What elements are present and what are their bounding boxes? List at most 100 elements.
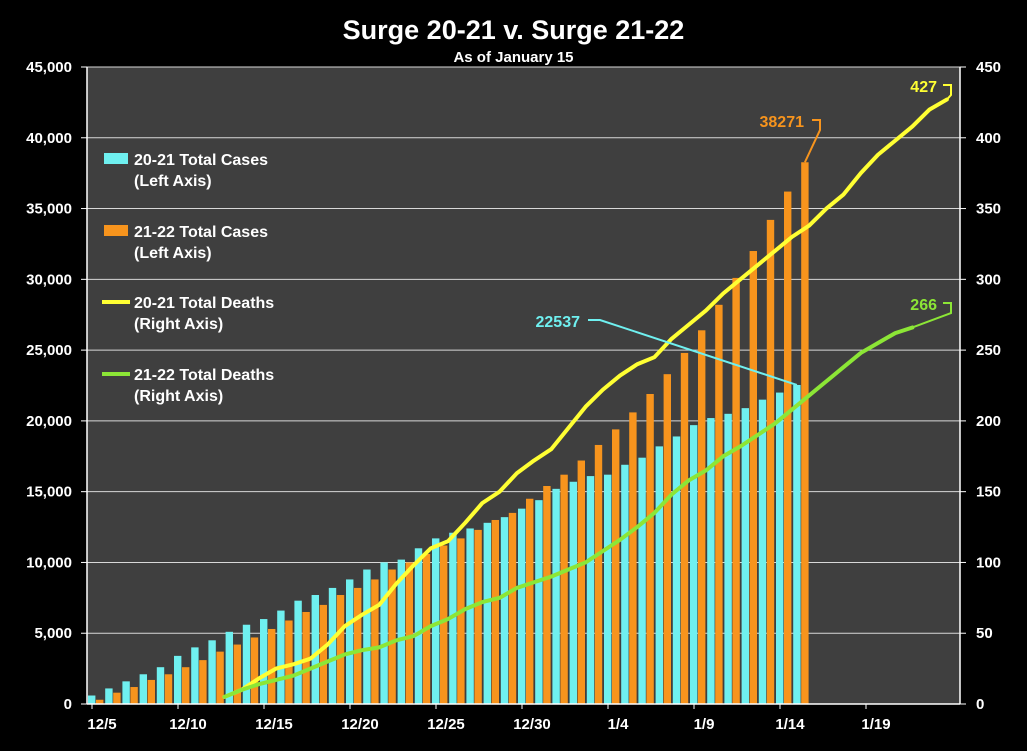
right-axis-tick-label: 100	[976, 554, 1001, 571]
right-axis-tick-label: 50	[976, 625, 993, 642]
bar-cases-21-22	[164, 674, 173, 704]
bar-cases-20-21	[156, 667, 165, 704]
bar-cases-20-21	[655, 446, 663, 704]
legend-swatch	[104, 225, 128, 236]
x-axis-tick-label: 1/9	[694, 716, 715, 733]
left-axis-tick-label: 20,000	[26, 413, 72, 430]
annotation-label: 266	[910, 297, 937, 314]
bar-cases-20-21	[191, 647, 199, 704]
annotation-leader	[588, 319, 798, 386]
bar-cases-21-22	[543, 486, 551, 704]
bar-cases-21-22	[698, 330, 706, 704]
bar-cases-20-21	[294, 600, 302, 704]
annotations-group: 38271 22537 427 266	[536, 79, 952, 386]
bar-cases-20-21	[552, 488, 560, 704]
series-line-deaths-21-22	[222, 325, 915, 699]
bar-cases-21-22	[96, 699, 104, 704]
left-axis-tick-label: 35,000	[26, 201, 72, 218]
legend-label: 21-22 Total Cases	[134, 224, 268, 241]
right-axis-tick-label: 300	[976, 271, 1001, 288]
x-axis-tick-label: 12/5	[87, 716, 116, 733]
bar-cases-21-22	[440, 545, 448, 704]
bar-cases-21-22	[336, 595, 345, 704]
bar-cases-20-21	[105, 688, 113, 704]
annotation-leader	[912, 302, 952, 329]
left-axis-tick-label: 30,000	[26, 271, 72, 288]
left-axis-tick-label: 25,000	[26, 342, 72, 359]
series-line-deaths-20-21	[222, 97, 949, 699]
annotation-label: 22537	[536, 314, 581, 331]
bar-cases-20-21	[483, 522, 491, 704]
bar-cases-20-21	[139, 674, 147, 704]
chart-subtitle: As of January 15	[453, 49, 574, 66]
right-axis-tick-label: 0	[976, 696, 984, 713]
bar-cases-20-21	[466, 528, 474, 704]
legend-label: 21-22 Total Deaths	[134, 367, 274, 384]
bar-cases-20-21	[758, 399, 767, 704]
bar-cases-20-21	[535, 500, 543, 704]
x-axis-tick-label: 1/19	[861, 716, 890, 733]
bar-cases-21-22	[801, 162, 809, 704]
x-axis-tick-label: 12/25	[427, 716, 465, 733]
x-axis-tick-label: 1/14	[775, 716, 805, 733]
bar-cases-21-22	[233, 644, 241, 704]
bar-cases-20-21	[741, 408, 749, 704]
bar-cases-20-21	[414, 548, 423, 704]
left-axis-tick-label: 40,000	[26, 130, 72, 147]
bar-cases-21-22	[216, 651, 224, 704]
bar-cases-21-22	[749, 251, 757, 704]
x-axis-tick-label: 12/20	[341, 716, 379, 733]
legend: 20-21 Total Cases (Left Axis) 21-22 Total …	[102, 152, 274, 405]
right-axis-tick-label: 200	[976, 413, 1001, 430]
bar-cases-20-21	[363, 569, 371, 704]
bar-cases-20-21	[225, 631, 233, 704]
bar-cases-20-21	[88, 695, 96, 704]
bar-cases-20-21	[586, 476, 595, 704]
bar-cases-21-22	[371, 579, 379, 704]
bar-cases-20-21	[724, 413, 732, 704]
bar-cases-20-21	[242, 624, 251, 704]
bar-cases-20-21	[122, 681, 130, 704]
axes-group: 0 5,000 10,000 15,000 20,000 25,000 30,000 35,0…	[26, 59, 1001, 733]
bar-cases-21-22	[285, 620, 293, 704]
legend-swatch	[104, 153, 128, 164]
bar-cases-21-22	[646, 393, 654, 704]
legend-label: 20-21 Total Deaths	[134, 295, 274, 312]
bar-cases-21-22	[577, 460, 585, 704]
bar-cases-20-21	[260, 619, 268, 704]
bar-cases-21-22	[612, 429, 620, 704]
annotation-label: 427	[910, 79, 937, 96]
bar-cases-20-21	[518, 508, 526, 704]
bar-cases-20-21	[174, 655, 182, 704]
bar-cases-20-21	[672, 436, 681, 704]
annotation-leader	[943, 84, 952, 101]
bar-cases-20-21	[432, 538, 440, 704]
bar-cases-20-21	[638, 457, 646, 704]
bar-cases-21-22	[680, 352, 689, 704]
bar-cases-20-21	[346, 579, 354, 704]
bar-cases-21-22	[474, 529, 482, 704]
bar-cases-21-22	[250, 637, 259, 704]
bar-cases-20-21	[569, 481, 577, 704]
gridlines	[87, 66, 960, 634]
legend-axis-note: (Left Axis)	[134, 173, 212, 190]
bar-cases-21-22	[629, 412, 637, 704]
bar-cases-20-21	[776, 392, 784, 704]
x-axis-tick-label: 1/4	[608, 716, 630, 733]
bar-cases-21-22	[113, 692, 121, 704]
bar-cases-21-22	[302, 611, 310, 704]
bar-cases-21-22	[491, 519, 499, 704]
bar-cases-21-22	[199, 660, 207, 704]
bar-cases-20-21	[311, 595, 319, 704]
x-axis-tick-label: 12/30	[513, 716, 551, 733]
bar-cases-20-21	[397, 559, 405, 704]
bar-cases-20-21	[277, 610, 285, 704]
bar-cases-20-21	[793, 384, 801, 704]
bar-cases-21-22	[508, 512, 517, 704]
legend-axis-note: (Right Axis)	[134, 388, 223, 405]
left-axis-tick-label: 15,000	[26, 484, 72, 501]
bar-cases-21-22	[457, 538, 465, 704]
right-axis-tick-label: 400	[976, 130, 1001, 147]
bar-cases-21-22	[182, 667, 190, 704]
